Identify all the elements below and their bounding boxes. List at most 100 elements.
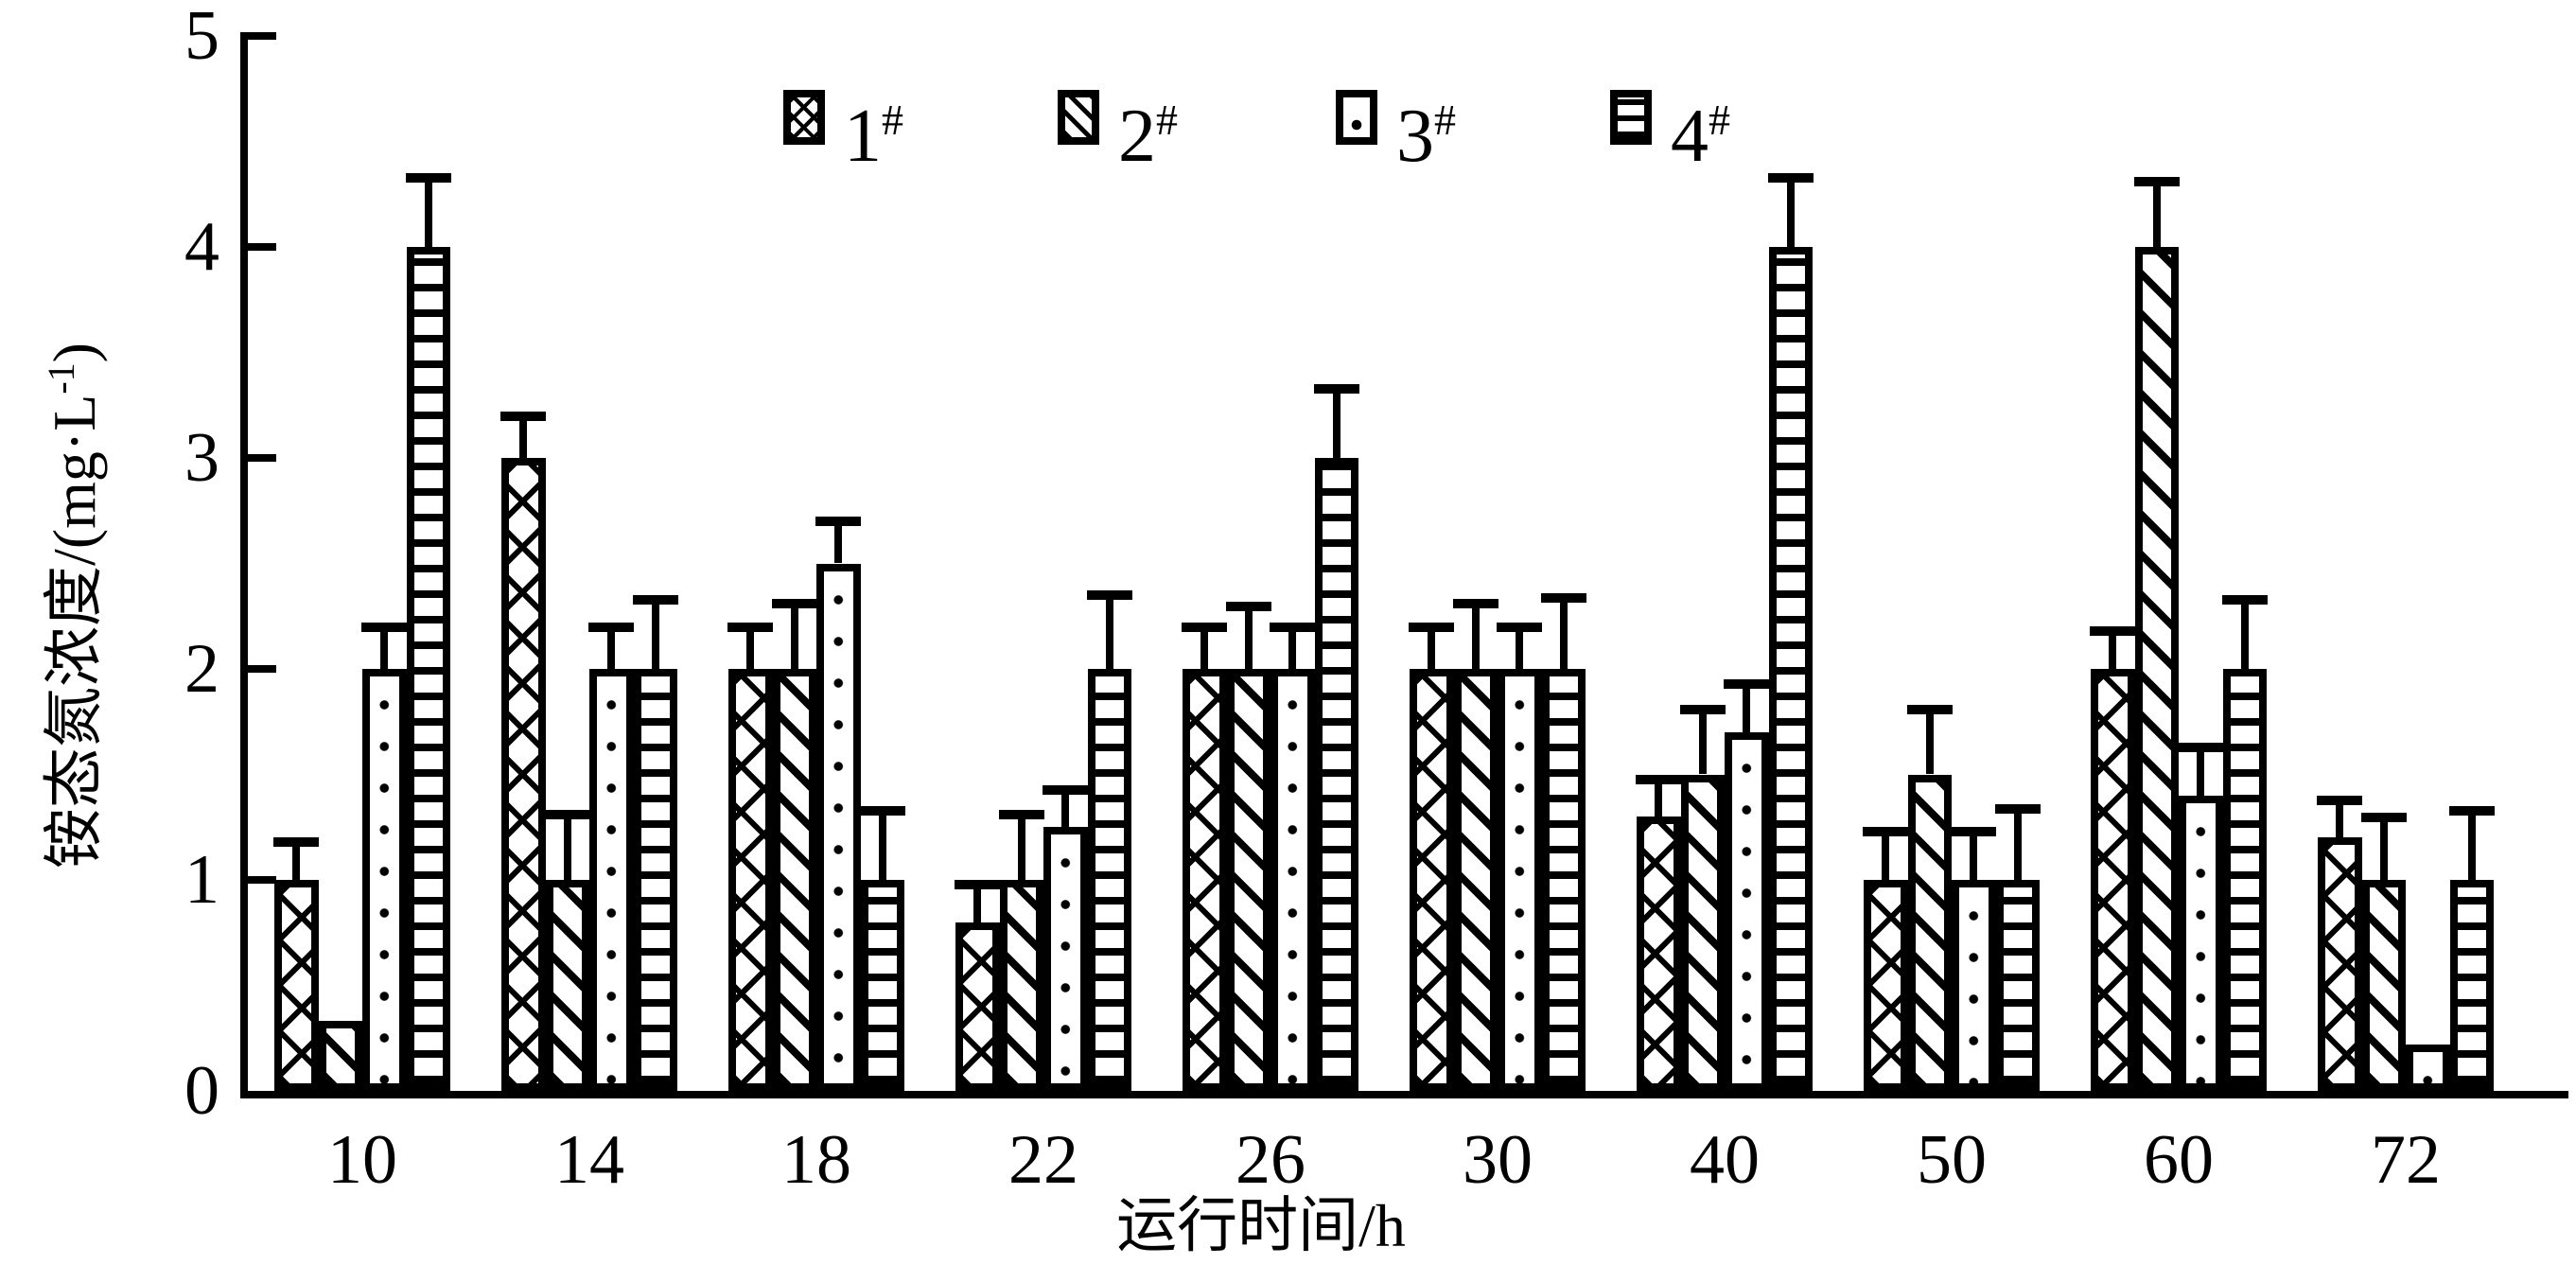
error-cap-1#-50 — [1863, 827, 1909, 837]
error-whisker-4#-14 — [651, 594, 659, 669]
legend-label-hash: # — [882, 96, 903, 144]
y-tick-mark — [248, 665, 276, 673]
error-whisker-2#-60 — [2152, 177, 2161, 247]
legend-label-3#: 3# — [1396, 82, 1456, 174]
bar-3#-72 — [2406, 1044, 2450, 1091]
error-cap-1#-18 — [727, 622, 774, 632]
error-whisker-2#-50 — [1925, 704, 1934, 775]
y-tick-mark — [248, 454, 276, 462]
legend-label-number: 2 — [1118, 95, 1156, 178]
y-tick-label: 1 — [184, 841, 219, 919]
bar-3#-18 — [816, 563, 861, 1091]
bar-2#-10 — [318, 1021, 362, 1091]
error-cap-3#-30 — [1497, 622, 1543, 632]
bar-4#-22 — [1087, 669, 1131, 1091]
error-whisker-2#-18 — [790, 599, 798, 669]
error-whisker-3#-18 — [834, 517, 843, 564]
error-whisker-3#-40 — [1743, 679, 1751, 732]
bar-1#-40 — [1637, 817, 1681, 1091]
bar-3#-40 — [1725, 731, 1769, 1091]
x-category-label-26: 26 — [1235, 1121, 1306, 1199]
bar-3#-10 — [362, 669, 407, 1091]
bar-3#-30 — [1498, 669, 1542, 1091]
y-tick-mark — [248, 32, 276, 40]
error-whisker-4#-18 — [878, 805, 886, 880]
bar-4#-30 — [1541, 669, 1586, 1091]
legend-label-2#: 2# — [1118, 82, 1178, 174]
error-cap-2#-50 — [1906, 704, 1953, 714]
error-whisker-3#-14 — [607, 622, 616, 669]
x-category-label-22: 22 — [1008, 1121, 1078, 1199]
error-cap-4#-18 — [859, 805, 905, 816]
error-cap-1#-40 — [1636, 774, 1682, 784]
y-tick-label: 5 — [184, 0, 219, 75]
error-cap-4#-22 — [1086, 590, 1132, 601]
error-whisker-2#-72 — [2379, 812, 2388, 880]
legend-label-hash: # — [1434, 96, 1456, 144]
error-whisker-4#-30 — [1559, 592, 1568, 669]
error-cap-1#-72 — [2317, 795, 2363, 805]
error-cap-4#-30 — [1540, 592, 1586, 603]
error-cap-3#-50 — [1951, 827, 1997, 837]
bar-4#-50 — [1995, 880, 2040, 1091]
x-category-label-72: 72 — [2371, 1121, 2441, 1199]
error-whisker-1#-30 — [1428, 622, 1436, 669]
legend-label-4#: 4# — [1671, 82, 1730, 174]
bar-1#-50 — [1864, 880, 1908, 1091]
error-cap-4#-14 — [632, 594, 678, 605]
error-whisker-2#-14 — [563, 810, 571, 880]
error-cap-2#-26 — [1225, 601, 1271, 611]
error-whisker-1#-26 — [1200, 622, 1209, 669]
bar-1#-10 — [274, 880, 319, 1091]
bar-1#-30 — [1410, 669, 1454, 1091]
error-cap-3#-18 — [815, 517, 862, 527]
legend-label-number: 4 — [1671, 95, 1709, 178]
error-whisker-1#-14 — [519, 411, 528, 458]
bar-2#-72 — [2361, 880, 2406, 1091]
bar-1#-72 — [2318, 837, 2362, 1091]
error-whisker-1#-60 — [2109, 626, 2117, 669]
x-axis-line — [240, 1091, 2568, 1098]
bar-3#-26 — [1270, 669, 1315, 1091]
bar-3#-22 — [1043, 827, 1088, 1091]
y-tick-label: 3 — [184, 419, 219, 497]
bar-3#-50 — [1952, 880, 1996, 1091]
bar-3#-60 — [2179, 795, 2223, 1091]
error-cap-1#-14 — [500, 411, 547, 421]
error-whisker-1#-50 — [1882, 827, 1890, 880]
error-cap-1#-30 — [1409, 622, 1455, 632]
error-whisker-4#-26 — [1332, 383, 1341, 458]
error-whisker-2#-26 — [1244, 601, 1253, 669]
error-whisker-4#-60 — [2240, 594, 2249, 669]
bar-4#-40 — [1768, 247, 1813, 1091]
bar-4#-10 — [406, 247, 450, 1091]
error-cap-4#-72 — [2448, 805, 2495, 816]
error-whisker-4#-50 — [2013, 803, 2022, 880]
error-cap-4#-26 — [1313, 383, 1359, 394]
bar-4#-26 — [1314, 458, 1358, 1091]
legend-swatch-1# — [783, 90, 825, 145]
error-cap-2#-22 — [998, 810, 1044, 820]
error-whisker-2#-30 — [1471, 599, 1480, 669]
bar-1#-22 — [955, 922, 1000, 1091]
bar-1#-26 — [1183, 669, 1227, 1091]
y-tick-label: 0 — [184, 1052, 219, 1130]
error-cap-1#-10 — [273, 837, 320, 848]
bar-1#-14 — [501, 458, 546, 1091]
x-category-label-14: 14 — [554, 1121, 624, 1199]
error-whisker-3#-50 — [1970, 827, 1978, 880]
error-cap-1#-22 — [955, 880, 1001, 889]
error-whisker-4#-72 — [2467, 805, 2476, 880]
error-whisker-3#-22 — [1061, 784, 1070, 828]
error-whisker-3#-60 — [2197, 743, 2205, 796]
x-category-label-30: 30 — [1463, 1121, 1533, 1199]
error-whisker-4#-40 — [1786, 172, 1795, 247]
error-cap-2#-30 — [1452, 599, 1498, 609]
error-whisker-3#-26 — [1288, 622, 1297, 669]
error-cap-4#-50 — [1994, 803, 2041, 814]
bar-1#-60 — [2091, 669, 2135, 1091]
error-cap-3#-60 — [2178, 743, 2224, 753]
y-tick-label: 2 — [184, 630, 219, 708]
